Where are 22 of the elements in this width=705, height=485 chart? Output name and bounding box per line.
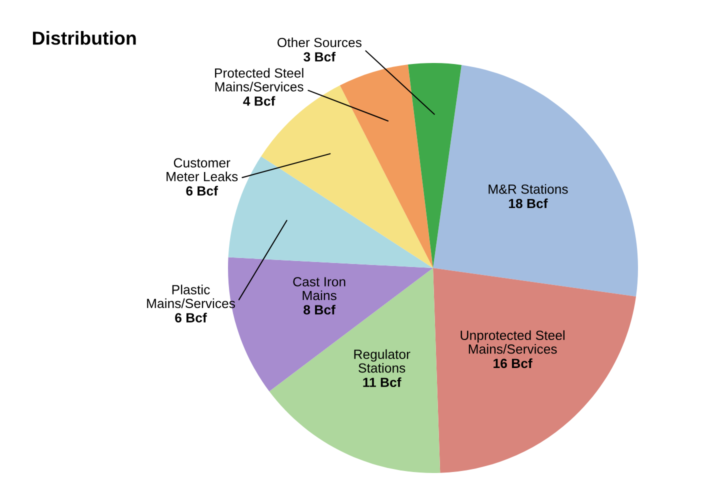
data-label: 6 Bcf <box>175 312 207 322</box>
slice-label: M&R Stations <box>488 184 568 194</box>
pie-slice <box>408 63 462 268</box>
data-label: 3 Bcf <box>304 52 336 62</box>
chart-title: Distribution <box>32 31 136 45</box>
data-label: 18 Bcf <box>508 198 548 208</box>
slice-label: Protected Steel Mains/Services <box>215 68 304 92</box>
pie-slice <box>433 268 636 473</box>
data-label: 16 Bcf <box>494 358 532 368</box>
slice-label: Regulator Stations <box>354 349 410 373</box>
pie-slice <box>340 64 433 268</box>
data-label: 8 Bcf <box>304 304 336 315</box>
slice-label: Unprotected Steel Mains/Services <box>460 330 564 354</box>
slice-label: Plastic Mains/Services <box>147 284 235 308</box>
pie-slice <box>269 268 440 473</box>
slice-label: Cast Iron Mains <box>293 277 346 300</box>
slice-label: Other Sources <box>278 37 362 48</box>
data-label: 4 Bcf <box>243 96 276 106</box>
data-label: 6 Bcf <box>186 186 218 196</box>
pie-slice <box>433 64 638 297</box>
data-label: 11 Bcf <box>363 377 402 388</box>
slice-label: Customer Meter Leaks <box>166 158 238 182</box>
